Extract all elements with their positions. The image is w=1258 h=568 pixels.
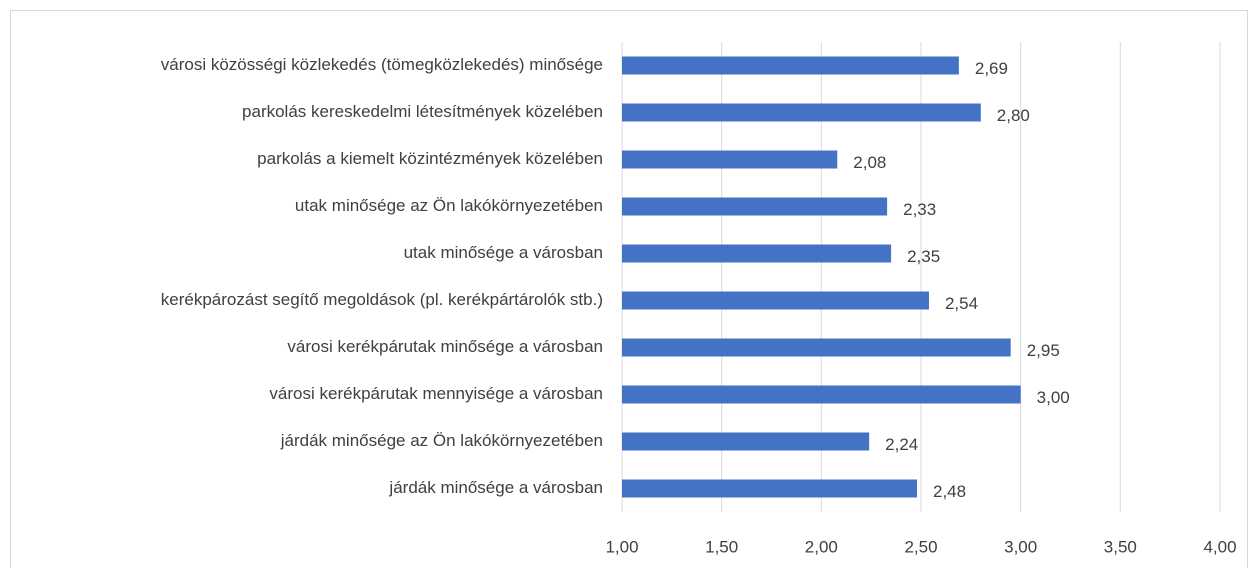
y-tick-label: városi kerékpárutak minősége a városban [287,337,603,356]
y-tick-label: kerékpározást segítő megoldások (pl. ker… [161,290,603,309]
data-label: 2,95 [1027,341,1060,360]
bar [622,244,892,263]
x-tick-label: 2,50 [904,537,937,556]
data-label: 2,48 [933,482,966,501]
x-tick-label: 1,50 [705,537,738,556]
y-tick-label: parkolás kereskedelmi létesítmények köze… [242,102,603,121]
data-label: 2,24 [885,435,918,454]
data-label: 3,00 [1037,388,1070,407]
y-tick-label: járdák minősége az Ön lakókörnyezetében [280,431,603,450]
data-label: 2,54 [945,294,978,313]
bar [622,103,981,122]
x-tick-label: 1,00 [605,537,638,556]
y-tick-label: utak minősége az Ön lakókörnyezetében [295,196,603,215]
data-label: 2,80 [997,106,1030,125]
bar [622,385,1021,404]
bar [622,479,918,498]
bar [622,338,1011,357]
x-tick-label: 3,00 [1004,537,1037,556]
y-tick-label: városi közösségi közlekedés (tömegközlek… [161,55,603,74]
bar [622,56,959,75]
x-tick-label: 2,00 [805,537,838,556]
data-label: 2,33 [903,200,936,219]
bar [622,291,929,310]
x-tick-label: 3,50 [1104,537,1137,556]
y-tick-label: utak minősége a városban [404,243,603,262]
y-tick-label: járdák minősége a városban [388,478,603,497]
data-label: 2,35 [907,247,940,266]
y-tick-label: városi kerékpárutak mennyisége a városba… [269,384,603,403]
data-label: 2,69 [975,59,1008,78]
bar [622,432,870,451]
y-tick-label: parkolás a kiemelt közintézmények közelé… [257,149,603,168]
bar [622,150,838,169]
data-label: 2,08 [853,153,886,172]
x-tick-label: 4,00 [1203,537,1236,556]
chart-border [10,10,1248,568]
bar [622,197,888,216]
